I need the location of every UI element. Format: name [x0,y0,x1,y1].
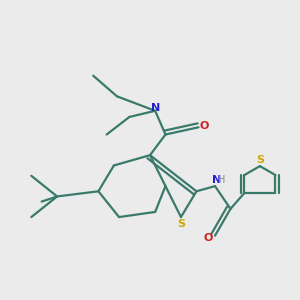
Text: N: N [212,175,221,185]
Text: N: N [151,103,160,113]
Text: O: O [203,233,213,243]
Text: O: O [200,121,209,131]
Text: S: S [178,219,186,229]
Text: H: H [218,175,226,185]
Text: S: S [256,155,265,165]
